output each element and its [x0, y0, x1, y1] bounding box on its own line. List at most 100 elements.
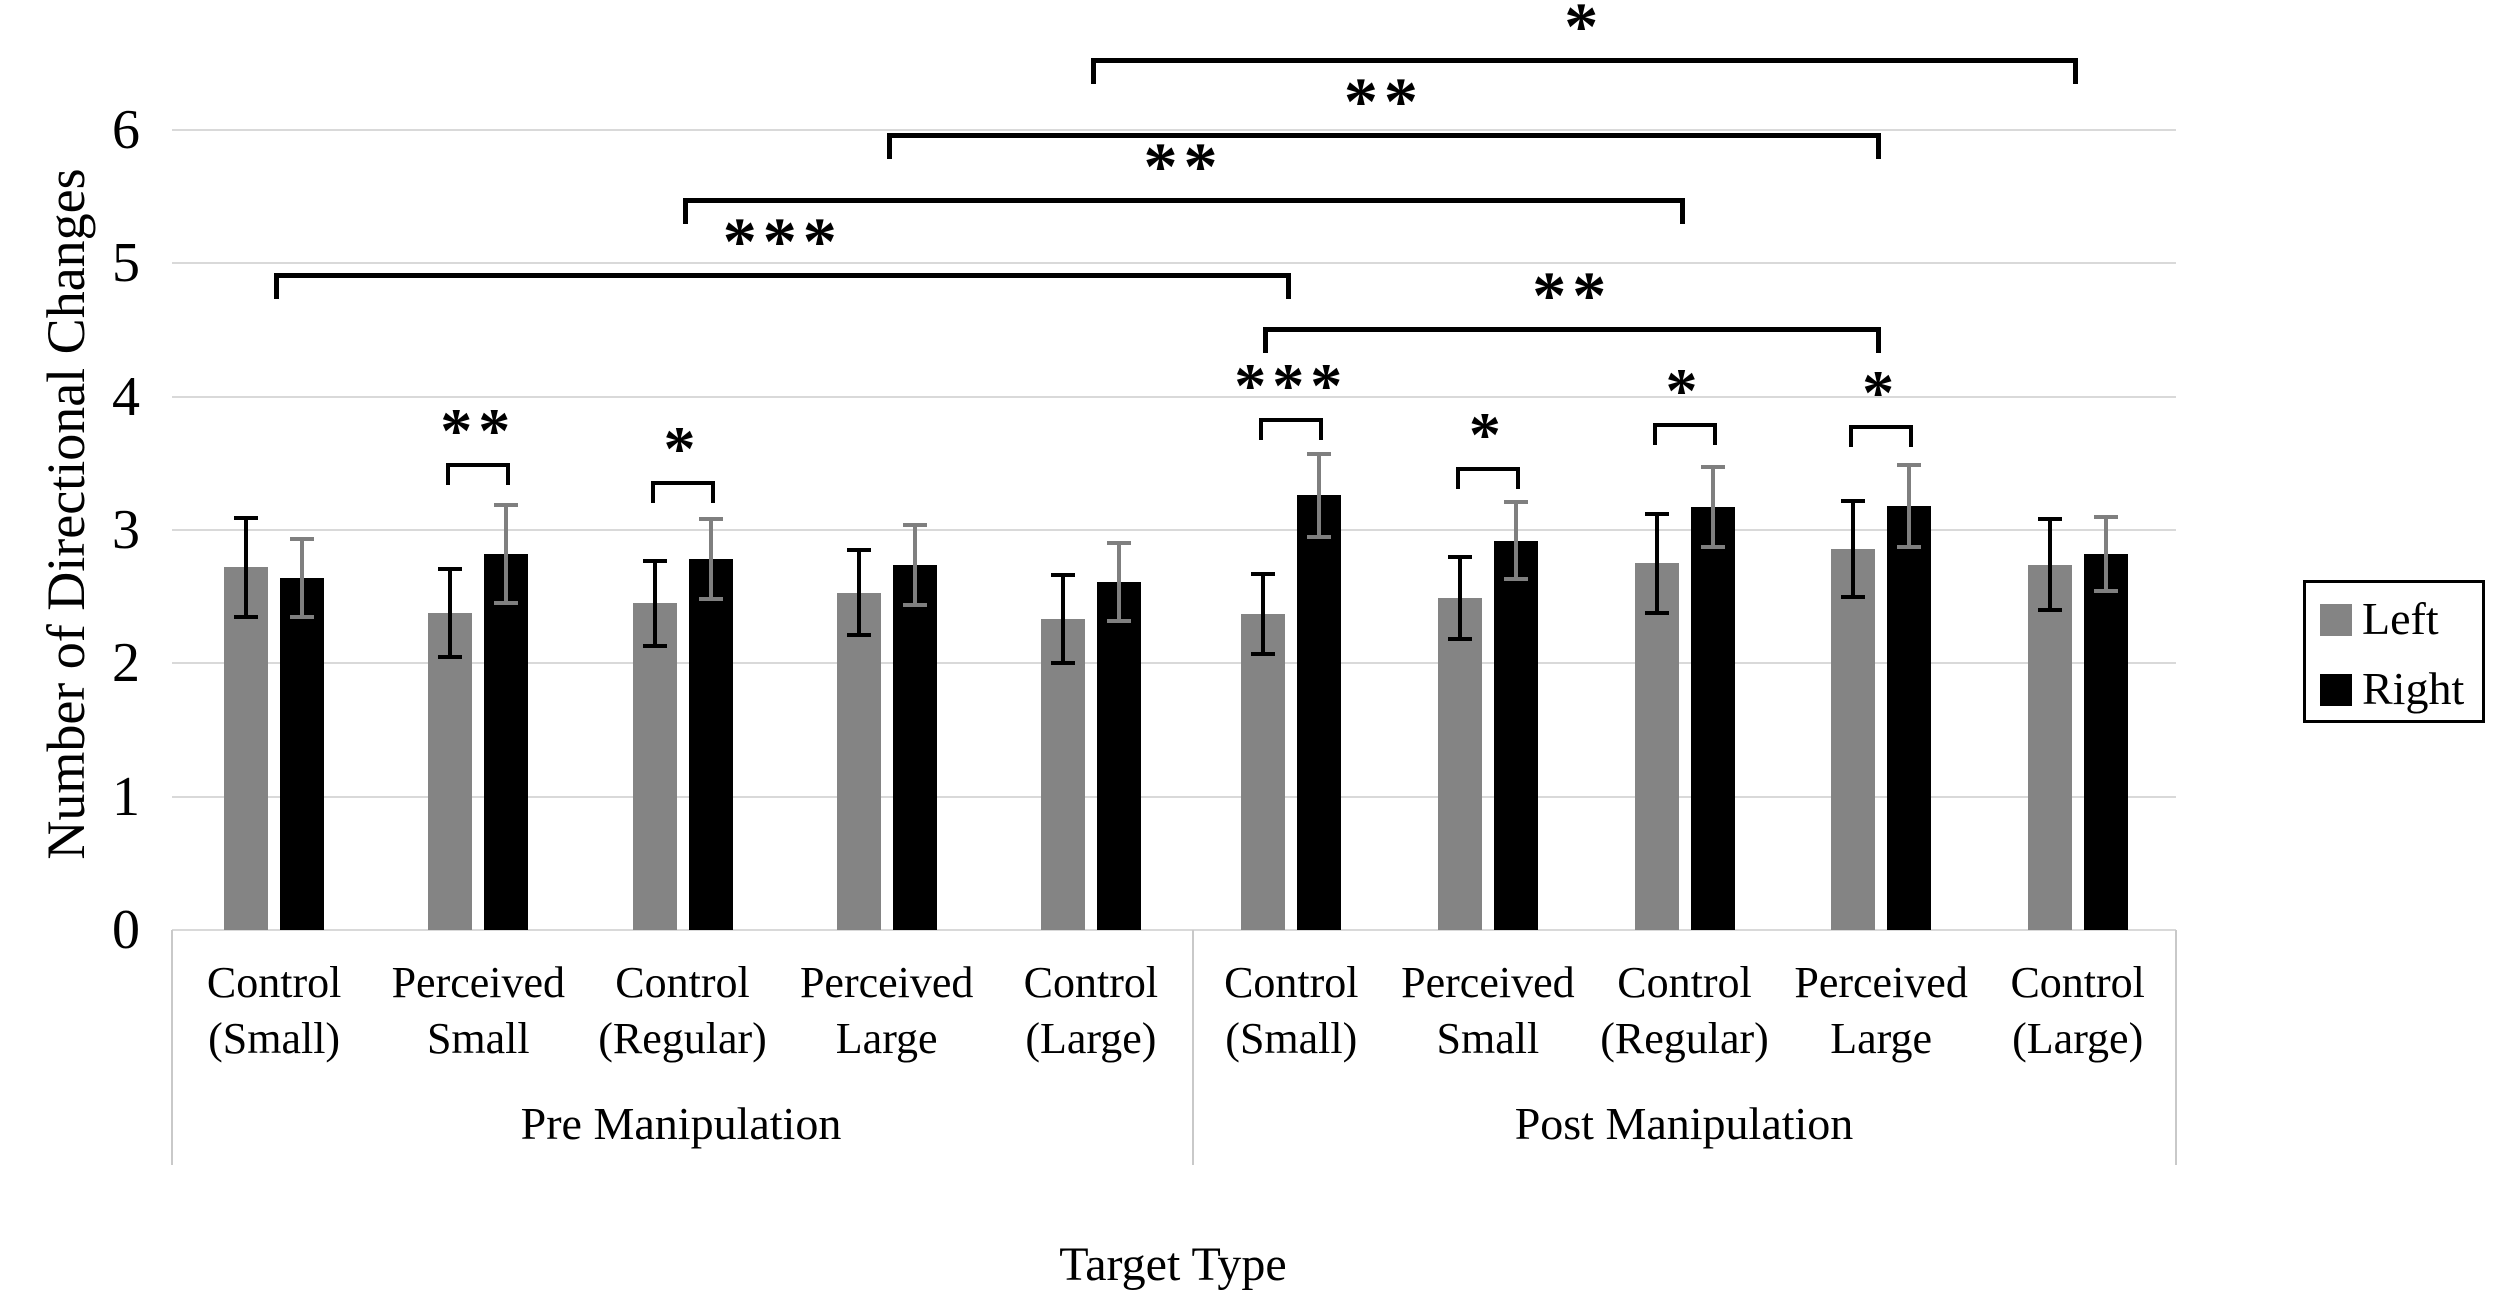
sig-label-pair: * [1468, 399, 1507, 471]
bar-left [2027, 564, 2072, 930]
error-bar-cap-top [902, 522, 927, 527]
error-bar-cap-bottom [2037, 608, 2062, 612]
error-bar [652, 560, 657, 646]
error-bar-cap-top [1644, 512, 1669, 516]
bar-right [688, 559, 733, 930]
error-bar-cap-top [1307, 452, 1332, 456]
y-tick-label-1: 1 [112, 765, 140, 828]
error-bar-cap-bottom [1841, 594, 1866, 599]
error-bar-cap-bottom [1897, 545, 1922, 550]
category-label-line1: Control [2010, 958, 2145, 1007]
category-label-line1: Control [1023, 958, 1159, 1007]
error-bar-cap-top [1447, 554, 1472, 559]
category-label-line2: (Small) [208, 1014, 341, 1063]
error-bar-cap-bottom [234, 614, 259, 619]
error-bar-cap-top [642, 558, 667, 563]
error-bar-cap-top [234, 516, 259, 520]
error-bar-cap-bottom [846, 633, 871, 638]
bar-right [1887, 506, 1932, 930]
category-label-line2: (Regular) [598, 1014, 767, 1063]
sig-label-pair: * [1862, 356, 1901, 428]
category-band-separator-0 [171, 930, 173, 1165]
sig-label-cross-4: * [1564, 0, 1605, 64]
sig-bracket-pair [650, 480, 715, 503]
error-bar [504, 504, 509, 604]
gridline-y0 [172, 929, 2176, 931]
category-label-line2: Large [1830, 1014, 1932, 1063]
error-bar [708, 519, 713, 600]
sig-label-cross-0: ** [1532, 257, 1613, 334]
bar-left [224, 567, 269, 930]
error-bar-cap-bottom [438, 654, 463, 659]
sig-bracket-pair [1849, 424, 1914, 447]
group-label-post: Post Manipulation [1514, 1098, 1854, 1149]
bar-right [2083, 554, 2128, 930]
sig-bracket-pair [1455, 467, 1520, 490]
category-label-line2: (Large) [2012, 1014, 2144, 1063]
error-bar [1116, 543, 1121, 621]
sig-bracket-pair [446, 463, 511, 486]
error-bar [1851, 500, 1856, 597]
error-bar-cap-bottom [698, 597, 723, 602]
sig-label-pair: * [1665, 355, 1704, 427]
category-label-line2: Small [1436, 1014, 1540, 1063]
gridline-y2 [172, 662, 2176, 665]
error-bar-cap-bottom [2093, 589, 2118, 594]
sig-bracket-pair [1259, 418, 1324, 440]
error-bar [1317, 454, 1322, 537]
legend-swatch-right [2320, 674, 2352, 706]
category-label-line1: Perceived [391, 958, 566, 1007]
y-tick-label-4: 4 [112, 365, 140, 428]
error-bar [244, 518, 249, 617]
group-label-pre: Pre Manipulation [520, 1098, 842, 1149]
error-bar-cap-bottom [290, 614, 315, 619]
sig-bracket-cross-0 [1263, 327, 1882, 354]
error-bar-cap-bottom [494, 601, 519, 606]
error-bar-cap-bottom [1307, 534, 1332, 539]
sig-bracket-cross-1 [274, 272, 1292, 299]
bar-left [632, 603, 677, 930]
legend: Left Right [2303, 580, 2485, 723]
bar-left [1634, 563, 1679, 930]
category-label-line1: Control [206, 958, 342, 1007]
sig-label-cross-2: ** [1143, 128, 1224, 204]
y-tick-label-6: 6 [112, 99, 140, 161]
category-label-line1: Control [1224, 958, 1359, 1007]
error-bar-cap-bottom [902, 602, 927, 607]
sig-bracket-pair [1652, 423, 1717, 446]
error-bar [856, 550, 861, 636]
error-bar [1060, 575, 1065, 664]
error-bar-cap-top [1700, 465, 1725, 470]
error-bar-cap-bottom [1503, 577, 1528, 582]
bar-right [484, 554, 529, 930]
error-bar-cap-top [698, 517, 723, 522]
x-axis-title: Target Type [1059, 1238, 1287, 1291]
sig-label-pair: * [663, 412, 702, 484]
sig-bracket-cross-2 [682, 198, 1685, 224]
category-band-separator-1 [1192, 930, 1194, 1165]
error-bar [300, 539, 305, 617]
error-bar-cap-bottom [1447, 637, 1472, 642]
category-label-line2: (Large) [1025, 1014, 1157, 1063]
error-bar-cap-top [2093, 514, 2118, 519]
bar-left [1437, 598, 1482, 930]
error-bar-cap-top [1050, 573, 1075, 578]
gridline-y5 [172, 262, 2176, 265]
error-bar-cap-bottom [1700, 545, 1725, 550]
error-bar [1710, 467, 1715, 548]
error-bar [1654, 514, 1659, 613]
category-label-line2: Large [835, 1014, 938, 1063]
error-bar-cap-top [290, 537, 315, 542]
gridline-y3 [172, 529, 2176, 531]
error-bar-cap-top [1503, 500, 1528, 504]
y-tick-label-3: 3 [112, 499, 140, 561]
error-bar-cap-top [1841, 498, 1866, 503]
error-bar-cap-bottom [1106, 618, 1131, 623]
bar-right [1096, 582, 1141, 930]
legend-swatch-left [2320, 604, 2352, 636]
error-bar [2047, 519, 2052, 610]
error-bar [1907, 464, 1912, 548]
category-label-line1: Perceived [1401, 958, 1575, 1007]
